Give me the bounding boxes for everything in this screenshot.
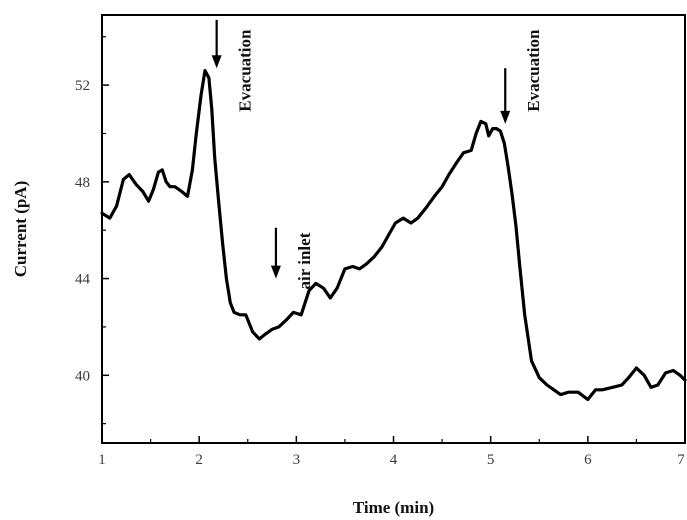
x-axis: 1 2 3 4 5 6 7 xyxy=(98,436,686,468)
x-tick-label: 2 xyxy=(195,452,203,468)
annotation-label: Evacuation xyxy=(236,29,255,112)
x-tick-label: 6 xyxy=(584,452,592,468)
annotations: Evacuation air inlet Evacuation xyxy=(211,19,543,289)
annotation-arrow xyxy=(500,68,511,124)
y-tick-label: 48 xyxy=(75,175,90,191)
series-line xyxy=(100,69,687,402)
y-axis: 40 44 48 52 xyxy=(75,36,109,425)
x-axis-label: Time (min) xyxy=(353,498,434,517)
y-tick-label: 44 xyxy=(75,272,91,288)
annotation-label: air inlet xyxy=(295,232,314,289)
x-tick-label: 1 xyxy=(98,452,106,468)
y-tick-label: 52 xyxy=(75,78,90,94)
y-tick-label: 40 xyxy=(75,368,90,384)
annotation-arrow xyxy=(211,19,222,69)
annotation-arrow xyxy=(270,227,281,279)
annotation-label: Evacuation xyxy=(524,29,543,112)
x-tick-label: 7 xyxy=(677,452,685,468)
x-tick-label: 4 xyxy=(390,452,398,468)
y-axis-label: Current (pA) xyxy=(11,181,30,277)
x-tick-label: 5 xyxy=(487,452,495,468)
x-tick-label: 3 xyxy=(293,452,301,468)
